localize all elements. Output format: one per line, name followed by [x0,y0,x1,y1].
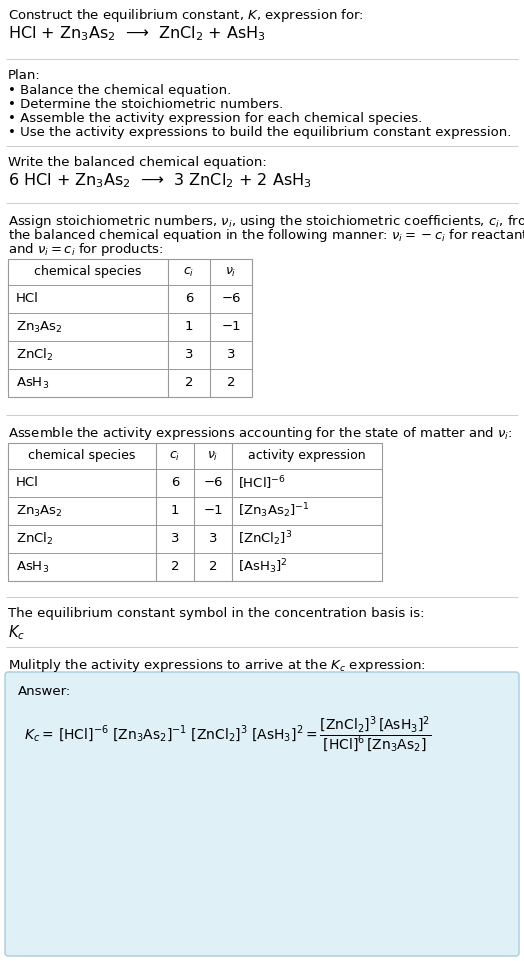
Text: Answer:: Answer: [18,685,71,698]
Text: 1: 1 [185,321,193,333]
Text: 3: 3 [209,532,217,546]
Text: chemical species: chemical species [28,450,136,462]
Text: ZnCl$_2$: ZnCl$_2$ [16,530,53,547]
Text: AsH$_3$: AsH$_3$ [16,376,49,390]
Text: −1: −1 [203,505,223,518]
Text: AsH$_3$: AsH$_3$ [16,559,49,575]
Text: • Determine the stoichiometric numbers.: • Determine the stoichiometric numbers. [8,98,283,111]
Text: 6 HCl + Zn$_3$As$_2$  ⟶  3 ZnCl$_2$ + 2 AsH$_3$: 6 HCl + Zn$_3$As$_2$ ⟶ 3 ZnCl$_2$ + 2 As… [8,171,312,189]
Text: HCl + Zn$_3$As$_2$  ⟶  ZnCl$_2$ + AsH$_3$: HCl + Zn$_3$As$_2$ ⟶ ZnCl$_2$ + AsH$_3$ [8,24,266,42]
Text: 6: 6 [171,477,179,489]
Text: 2: 2 [227,377,235,389]
Text: 3: 3 [227,349,235,361]
Text: Zn$_3$As$_2$: Zn$_3$As$_2$ [16,319,63,334]
Text: 2: 2 [209,560,217,574]
Text: 3: 3 [185,349,193,361]
Text: Mulitply the activity expressions to arrive at the $K_c$ expression:: Mulitply the activity expressions to arr… [8,657,426,674]
Text: [ZnCl$_2$]$^3$: [ZnCl$_2$]$^3$ [238,530,292,549]
Text: Plan:: Plan: [8,69,41,82]
Text: $c_i$: $c_i$ [183,265,194,279]
Text: activity expression: activity expression [248,450,366,462]
Text: $\nu_i$: $\nu_i$ [208,450,219,462]
Text: [AsH$_3$]$^2$: [AsH$_3$]$^2$ [238,557,288,577]
Text: −6: −6 [221,292,241,306]
Text: $K_c = \,[$HCl$]^{-6}$ $[$Zn$_3$As$_2]^{-1}$ $[$ZnCl$_2]^3$ $[$AsH$_3]^2$$ = \df: $K_c = \,[$HCl$]^{-6}$ $[$Zn$_3$As$_2]^{… [24,715,431,755]
Text: 2: 2 [185,377,193,389]
Text: −6: −6 [203,477,223,489]
Text: the balanced chemical equation in the following manner: $\nu_i = -c_i$ for react: the balanced chemical equation in the fo… [8,227,524,244]
Text: and $\nu_i = c_i$ for products:: and $\nu_i = c_i$ for products: [8,241,163,258]
Text: $\nu_i$: $\nu_i$ [225,265,237,279]
FancyBboxPatch shape [5,672,519,956]
Bar [8,259,252,397]
Text: The equilibrium constant symbol in the concentration basis is:: The equilibrium constant symbol in the c… [8,607,424,620]
Text: • Assemble the activity expression for each chemical species.: • Assemble the activity expression for e… [8,112,422,125]
Text: [HCl]$^{-6}$: [HCl]$^{-6}$ [238,474,286,492]
Text: HCl: HCl [16,292,39,306]
Text: • Balance the chemical equation.: • Balance the chemical equation. [8,84,231,97]
Text: $c_i$: $c_i$ [169,450,181,462]
Text: Assign stoichiometric numbers, $\nu_i$, using the stoichiometric coefficients, $: Assign stoichiometric numbers, $\nu_i$, … [8,213,524,230]
Text: chemical species: chemical species [34,265,141,279]
Text: Assemble the activity expressions accounting for the state of matter and $\nu_i$: Assemble the activity expressions accoun… [8,425,512,442]
Text: 3: 3 [171,532,179,546]
Text: Write the balanced chemical equation:: Write the balanced chemical equation: [8,156,267,169]
Text: −1: −1 [221,321,241,333]
Text: HCl: HCl [16,477,39,489]
Bar [8,443,382,581]
Text: • Use the activity expressions to build the equilibrium constant expression.: • Use the activity expressions to build … [8,126,511,139]
Text: Construct the equilibrium constant, $K$, expression for:: Construct the equilibrium constant, $K$,… [8,7,364,24]
Text: 2: 2 [171,560,179,574]
Text: Zn$_3$As$_2$: Zn$_3$As$_2$ [16,504,63,519]
Text: [Zn$_3$As$_2$]$^{-1}$: [Zn$_3$As$_2$]$^{-1}$ [238,502,309,520]
Text: 1: 1 [171,505,179,518]
Text: 6: 6 [185,292,193,306]
Text: $K_c$: $K_c$ [8,623,25,642]
Text: ZnCl$_2$: ZnCl$_2$ [16,347,53,363]
